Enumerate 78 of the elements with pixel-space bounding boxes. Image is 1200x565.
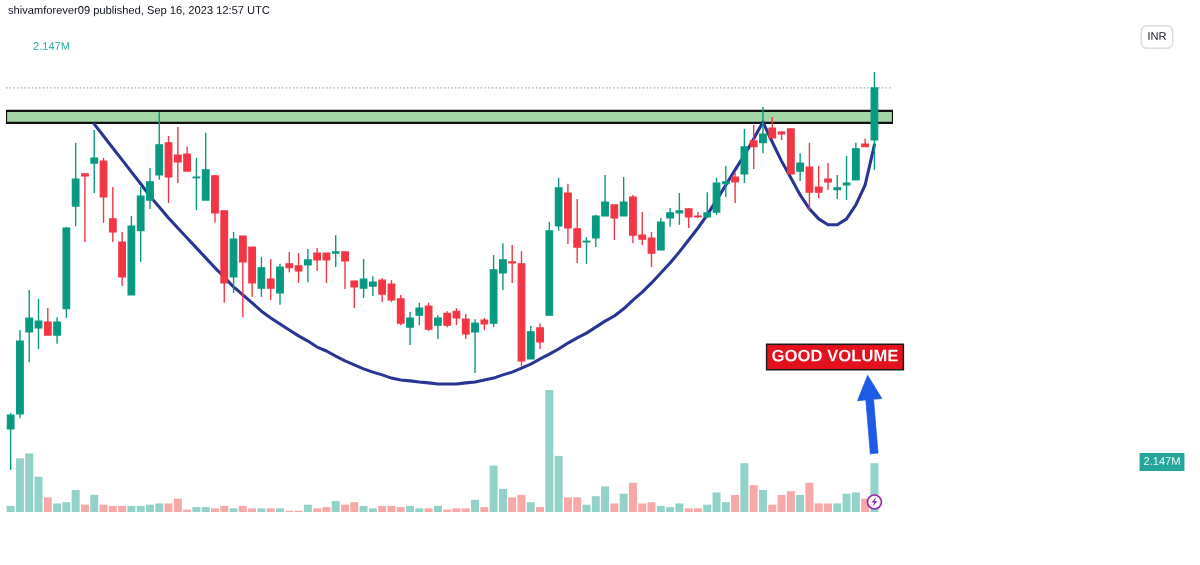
candlestick (424, 302, 433, 332)
candlestick (406, 311, 414, 346)
bar (731, 494, 740, 512)
bar (536, 507, 545, 512)
candlestick (257, 256, 266, 298)
bar (758, 490, 767, 512)
bar (833, 503, 842, 512)
bar (71, 490, 80, 512)
candlestick (824, 162, 832, 191)
candlestick (703, 191, 712, 219)
candlestick (43, 307, 52, 336)
bar (433, 505, 442, 512)
candlestick (25, 289, 34, 363)
candlestick (833, 174, 842, 200)
candlestick (34, 298, 43, 350)
candlestick (433, 314, 442, 340)
bar (768, 504, 777, 512)
candlestick (582, 236, 591, 265)
candlestick (759, 106, 767, 154)
bar (805, 482, 814, 512)
bar (396, 507, 405, 512)
bar (526, 502, 535, 512)
candlestick (461, 313, 470, 340)
bar (43, 497, 52, 512)
bar (740, 463, 749, 512)
bar (266, 508, 275, 512)
candlestick (331, 234, 340, 268)
bar (34, 476, 43, 512)
bar (480, 507, 489, 512)
bar (201, 507, 210, 512)
candlestick (768, 116, 777, 139)
bar (276, 508, 284, 512)
candlestick (294, 252, 303, 284)
candlestick (619, 176, 628, 217)
bar (303, 504, 312, 512)
bar (554, 455, 563, 512)
candlestick (536, 322, 544, 350)
bar (80, 504, 89, 512)
candlestick (266, 258, 275, 301)
bar (461, 508, 470, 512)
candlestick (610, 204, 619, 241)
candlestick (350, 280, 359, 309)
candlestick (749, 124, 758, 170)
candlestick (814, 165, 823, 199)
bar (796, 494, 805, 512)
text: 2.147M (1144, 457, 1180, 465)
annotation: GOOD VOLUME (772, 349, 898, 362)
candlestick (90, 129, 99, 194)
candlestick (108, 186, 117, 243)
candlestick (647, 231, 656, 268)
bar (610, 503, 619, 512)
candlestick (731, 172, 740, 204)
bar (90, 494, 99, 512)
bar (192, 507, 201, 512)
bar (331, 501, 340, 512)
bar (257, 508, 266, 512)
candlestick (842, 155, 851, 201)
bar (619, 493, 628, 512)
bar (545, 390, 554, 512)
candlestick (303, 248, 312, 283)
candlestick (53, 316, 61, 345)
candlestick (81, 173, 89, 243)
candlestick (796, 152, 805, 182)
bar (749, 485, 758, 512)
chart-title: shivamforever09 published, Sep 16, 2023 12:57 UTC (8, 5, 270, 17)
bar (703, 504, 712, 512)
candlestick (285, 251, 294, 273)
bar (229, 508, 238, 512)
candlestick (341, 251, 349, 290)
candlestick (192, 157, 201, 211)
candlestick (471, 318, 479, 374)
candlestick (415, 302, 424, 326)
bar (424, 508, 433, 512)
bar (471, 499, 480, 512)
bar (647, 502, 656, 512)
text: INR (1148, 32, 1167, 40)
text: 2.147M (33, 42, 70, 50)
bar (127, 505, 136, 512)
